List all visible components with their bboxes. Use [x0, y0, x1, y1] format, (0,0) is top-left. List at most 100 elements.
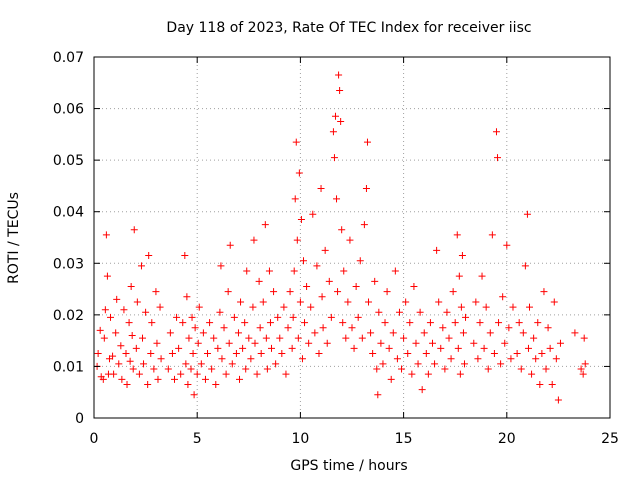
- data-point: [536, 380, 544, 388]
- data-point: [120, 306, 128, 314]
- data-point: [350, 344, 358, 352]
- data-point: [381, 319, 389, 327]
- data-point: [129, 365, 137, 373]
- data-point: [455, 272, 463, 280]
- data-point: [433, 246, 441, 254]
- data-point: [259, 298, 267, 306]
- data-point: [459, 329, 467, 337]
- data-point: [125, 319, 133, 327]
- data-point: [189, 350, 197, 358]
- data-point: [437, 344, 445, 352]
- data-point: [362, 185, 370, 193]
- data-point: [177, 370, 185, 378]
- y-tick-label: 0.03: [53, 256, 84, 272]
- data-point: [118, 375, 126, 383]
- data-point: [257, 350, 265, 358]
- data-point: [546, 344, 554, 352]
- data-point: [358, 334, 366, 342]
- data-point: [352, 282, 360, 290]
- data-point: [480, 344, 488, 352]
- data-point: [451, 319, 459, 327]
- data-point: [488, 231, 496, 239]
- data-point: [123, 380, 131, 388]
- data-point: [208, 365, 216, 373]
- data-point: [168, 350, 176, 358]
- data-point: [323, 339, 331, 347]
- y-tick-label: 0.02: [53, 308, 84, 324]
- data-point: [374, 391, 382, 399]
- data-point: [263, 365, 271, 373]
- data-point: [266, 319, 274, 327]
- data-point: [330, 154, 338, 162]
- data-point: [393, 355, 401, 363]
- data-point: [127, 282, 135, 290]
- data-point: [142, 308, 150, 316]
- y-tick-label: 0.07: [53, 50, 84, 66]
- data-point: [521, 262, 529, 270]
- x-tick-label: 20: [498, 431, 516, 447]
- data-point: [152, 288, 160, 296]
- data-point: [220, 324, 228, 332]
- data-point: [462, 313, 470, 321]
- data-point: [276, 334, 284, 342]
- data-point: [426, 319, 434, 327]
- data-point: [472, 298, 480, 306]
- data-point: [295, 169, 303, 177]
- data-point: [262, 334, 270, 342]
- data-point: [290, 267, 298, 275]
- data-point: [424, 370, 432, 378]
- data-point: [303, 282, 311, 290]
- data-point: [130, 226, 138, 234]
- data-point: [245, 334, 253, 342]
- data-point: [197, 360, 205, 368]
- data-point: [435, 298, 443, 306]
- data-point: [101, 306, 109, 314]
- data-point: [367, 329, 375, 337]
- data-point: [420, 329, 428, 337]
- data-point: [261, 221, 269, 229]
- data-point: [538, 350, 546, 358]
- data-point: [228, 360, 236, 368]
- data-point: [542, 365, 550, 373]
- data-point: [402, 298, 410, 306]
- data-point: [428, 339, 436, 347]
- data-point: [242, 365, 250, 373]
- data-point: [148, 319, 156, 327]
- data-point: [550, 298, 558, 306]
- data-point: [391, 267, 399, 275]
- data-point: [218, 355, 226, 363]
- data-point: [305, 339, 313, 347]
- data-point: [373, 365, 381, 373]
- data-point: [389, 329, 397, 337]
- data-point: [499, 293, 507, 301]
- data-point: [474, 355, 482, 363]
- data-point: [237, 298, 245, 306]
- data-point: [408, 370, 416, 378]
- data-point: [247, 355, 255, 363]
- data-point: [110, 370, 118, 378]
- data-point: [268, 344, 276, 352]
- data-point: [363, 138, 371, 146]
- data-point: [112, 329, 120, 337]
- data-point: [460, 360, 468, 368]
- data-point: [236, 375, 244, 383]
- data-point: [280, 303, 288, 311]
- data-point: [185, 334, 193, 342]
- data-point: [313, 262, 321, 270]
- data-point: [297, 215, 305, 223]
- data-point: [298, 355, 306, 363]
- data-point: [476, 319, 484, 327]
- data-point: [102, 231, 110, 239]
- data-point: [340, 267, 348, 275]
- data-point: [241, 319, 249, 327]
- data-point: [579, 370, 587, 378]
- data-point: [505, 324, 513, 332]
- x-tick-labels: 0 5 10 15 20 25: [90, 431, 619, 447]
- data-point: [344, 298, 352, 306]
- data-point: [140, 360, 148, 368]
- data-point: [371, 277, 379, 285]
- data-point: [147, 350, 155, 358]
- data-point: [509, 303, 517, 311]
- grid-lines: [94, 57, 610, 418]
- data-point: [379, 360, 387, 368]
